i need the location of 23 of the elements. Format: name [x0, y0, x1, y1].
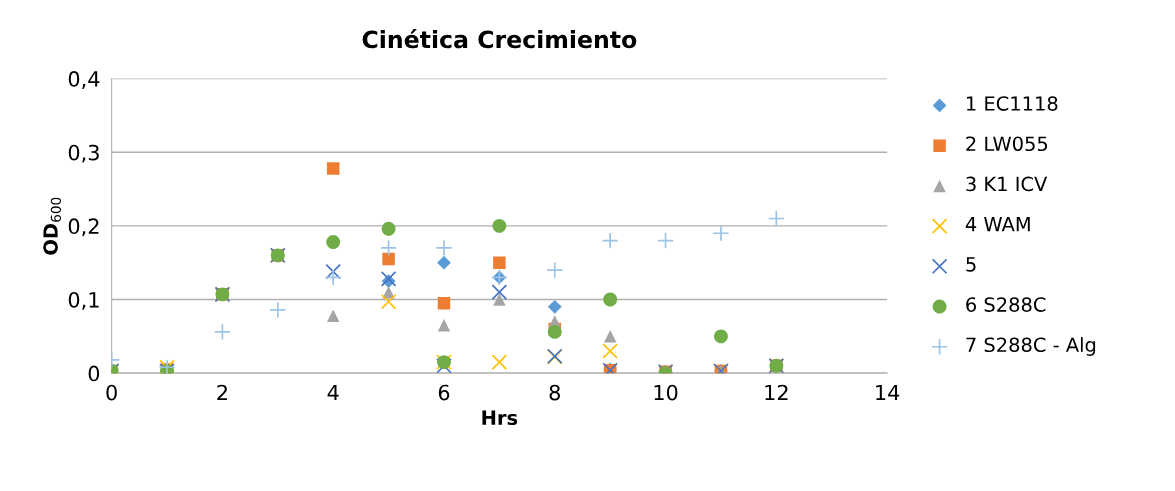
- y-tick-label: 0,2: [68, 218, 99, 237]
- y-tick-label: 0,3: [68, 144, 99, 163]
- x-tick-label: 6: [438, 384, 450, 401]
- legend-label: 1 EC1118: [966, 96, 1058, 111]
- x-tick-label: 14: [876, 384, 900, 401]
- x-axis-title: Hrs: [482, 410, 518, 426]
- x-tick-label: 8: [549, 384, 560, 401]
- x-tick-label: 2: [217, 384, 227, 401]
- y-tick-label: 0,4: [68, 71, 100, 89]
- chart-title: Cinética Crecimiento: [362, 29, 637, 49]
- x-tick-label: 12: [765, 384, 788, 401]
- legend-label: 2 LW055: [966, 136, 1048, 152]
- y-tick-label: 0,1: [68, 291, 99, 310]
- legend-label: 7 S288C - Alg: [966, 337, 1096, 356]
- x-tick-label: 10: [654, 384, 678, 401]
- x-tick-label: 0: [106, 384, 117, 401]
- legend-label: 3 K1 ICV: [966, 176, 1048, 192]
- y-tick-label: 0: [88, 365, 100, 382]
- legend-label: 6 S288C: [966, 297, 1046, 312]
- y-axis-title: OD$_{600}$: [43, 197, 62, 255]
- x-tick-label: 4: [327, 384, 339, 401]
- legend-label: 4 WAM: [965, 217, 1030, 232]
- legend-label: 5: [966, 257, 976, 272]
